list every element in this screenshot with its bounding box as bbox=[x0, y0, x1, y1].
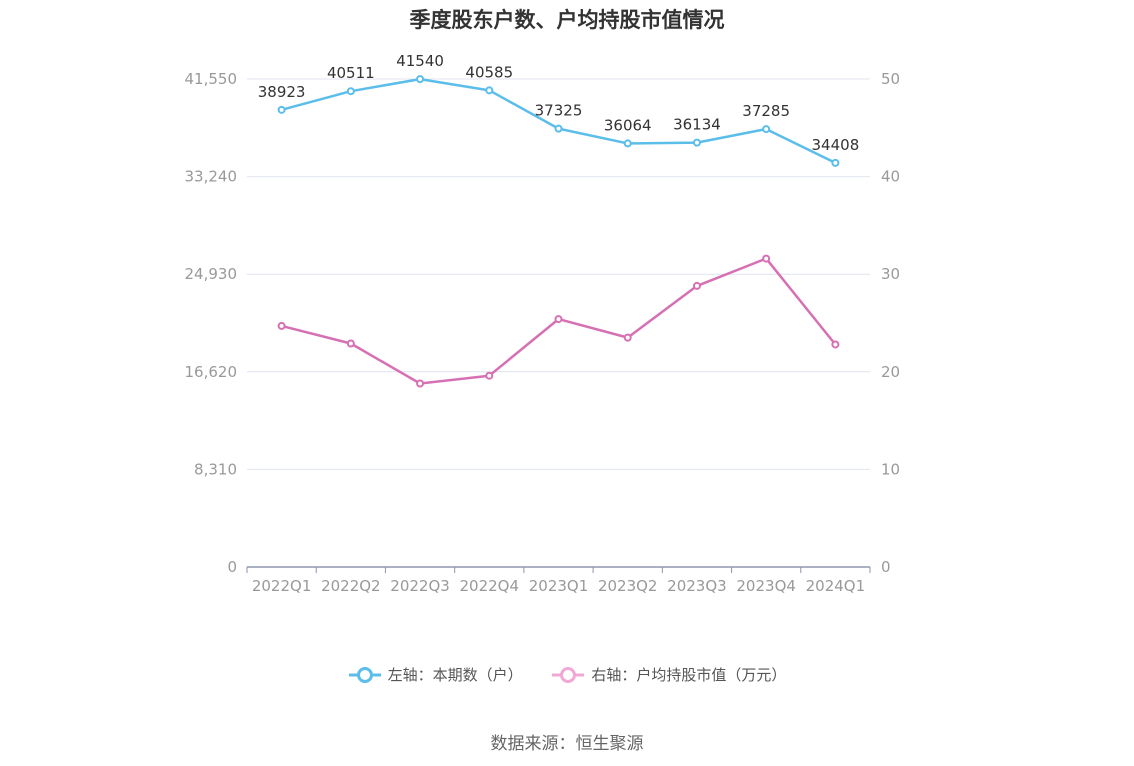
x-tick-label: 2022Q1 bbox=[252, 577, 312, 595]
x-tick-label: 2023Q2 bbox=[598, 577, 658, 595]
data-point[interactable] bbox=[554, 315, 563, 324]
y-left-tick-label: 8,310 bbox=[194, 460, 237, 478]
labels-layer: 38923 40511 41540 40585 37325 36064 36134 37285… bbox=[258, 52, 859, 154]
legend: 左轴：本期数（户） 右轴：户均持股市值（万元） bbox=[0, 664, 1134, 688]
data-point[interactable] bbox=[416, 379, 425, 388]
x-tick-label: 2023Q1 bbox=[529, 577, 589, 595]
data-label: 41540 bbox=[396, 52, 444, 70]
x-tick-label: 2023Q3 bbox=[667, 577, 727, 595]
y-left-tick-label: 33,240 bbox=[185, 168, 238, 186]
y-left-tick-label: 41,550 bbox=[185, 70, 238, 88]
data-label: 40511 bbox=[327, 64, 375, 82]
data-point[interactable] bbox=[762, 125, 771, 134]
x-tick-label: 2024Q1 bbox=[806, 577, 866, 595]
axes: 0 0 8,310 10 16,620 20 24,930 30 33,240 40 41,550 5… bbox=[185, 70, 901, 595]
legend-marker-avg-value bbox=[552, 666, 585, 683]
y-right-tick-label: 40 bbox=[881, 168, 900, 186]
data-point[interactable] bbox=[485, 86, 494, 95]
gridlines bbox=[247, 78, 870, 470]
y-right-tick-label: 10 bbox=[881, 460, 900, 478]
data-label: 37285 bbox=[742, 102, 790, 120]
data-point[interactable] bbox=[554, 124, 563, 133]
series-layer bbox=[277, 75, 840, 388]
data-point[interactable] bbox=[623, 333, 632, 342]
x-tick-label: 2023Q4 bbox=[736, 577, 796, 595]
y-right-tick-label: 20 bbox=[881, 363, 900, 381]
data-label: 40585 bbox=[465, 63, 513, 81]
legend-label-avg-value: 右轴：户均持股市值（万元） bbox=[591, 666, 787, 684]
data-point[interactable] bbox=[692, 281, 701, 290]
y-left-tick-label: 16,620 bbox=[185, 363, 238, 381]
series-line-0 bbox=[281, 77, 836, 165]
data-point[interactable] bbox=[831, 158, 840, 167]
x-tick-label: 2022Q4 bbox=[460, 577, 520, 595]
y-left-tick-label: 24,930 bbox=[185, 265, 238, 283]
x-tick-label: 2022Q2 bbox=[321, 577, 381, 595]
data-label: 36134 bbox=[673, 116, 721, 134]
line-chart: 0 0 8,310 10 16,620 20 24,930 30 33,240 40 41,550 5… bbox=[185, 52, 901, 595]
data-point[interactable] bbox=[346, 339, 355, 348]
data-point[interactable] bbox=[277, 105, 286, 114]
y-right-tick-label: 50 bbox=[881, 70, 900, 88]
x-tick-label: 2022Q3 bbox=[390, 577, 450, 595]
y-left-tick-label: 0 bbox=[227, 558, 237, 576]
chart-title: 季度股东户数、户均持股市值情况 bbox=[409, 8, 725, 32]
data-point[interactable] bbox=[692, 138, 701, 147]
data-label: 36064 bbox=[604, 116, 652, 134]
legend-item-avg-value[interactable]: 右轴：户均持股市值（万元） bbox=[551, 664, 786, 685]
data-label: 34408 bbox=[812, 136, 860, 154]
data-point[interactable] bbox=[346, 87, 355, 96]
data-point[interactable] bbox=[762, 254, 771, 263]
data-point[interactable] bbox=[485, 371, 494, 380]
y-right-tick-label: 0 bbox=[881, 558, 891, 576]
data-point[interactable] bbox=[623, 139, 632, 148]
data-point[interactable] bbox=[416, 75, 425, 84]
data-point[interactable] bbox=[277, 321, 286, 330]
y-right-tick-label: 30 bbox=[881, 265, 900, 283]
legend-item-households[interactable]: 左轴：本期数（户） bbox=[348, 664, 523, 685]
source-note: 数据来源：恒生聚源 bbox=[490, 734, 644, 754]
legend-marker-households bbox=[348, 666, 381, 683]
data-point[interactable] bbox=[831, 340, 840, 349]
data-label: 37325 bbox=[535, 102, 583, 120]
data-label: 38923 bbox=[258, 83, 306, 101]
legend-label-households: 左轴：本期数（户） bbox=[387, 666, 523, 684]
